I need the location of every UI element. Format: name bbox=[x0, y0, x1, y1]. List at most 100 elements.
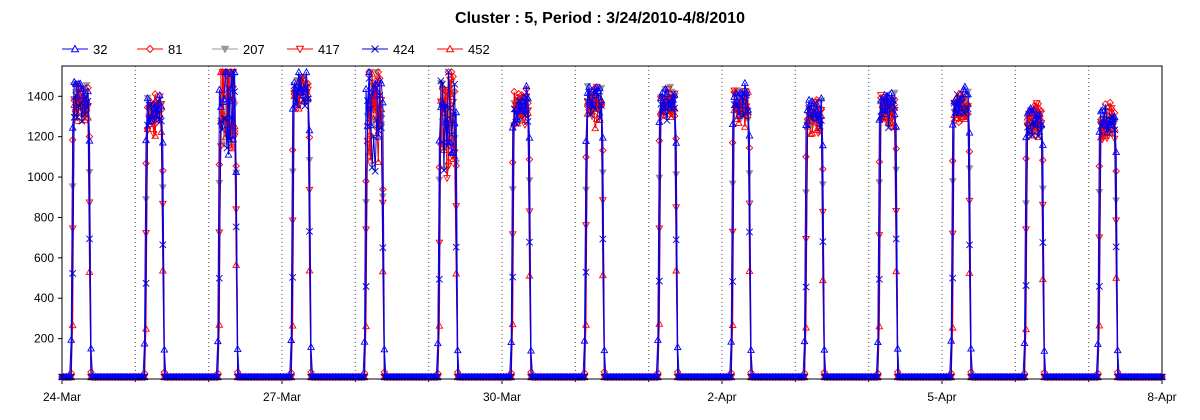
point-32 bbox=[1158, 372, 1166, 380]
point-32 bbox=[736, 88, 745, 96]
chart-title: Cluster : 5, Period : 3/24/2010-4/8/2010 bbox=[455, 10, 745, 27]
point-32 bbox=[219, 94, 228, 103]
point-32 bbox=[505, 372, 514, 380]
point-32 bbox=[1093, 339, 1102, 347]
point-424 bbox=[76, 99, 84, 107]
point-424 bbox=[157, 117, 165, 125]
point-424 bbox=[144, 121, 152, 129]
point-424 bbox=[218, 126, 226, 134]
point-32 bbox=[285, 372, 294, 380]
point-424 bbox=[509, 273, 517, 281]
point-424 bbox=[452, 243, 460, 251]
point-424 bbox=[70, 113, 78, 121]
point-32 bbox=[287, 335, 296, 343]
point-32 bbox=[964, 90, 972, 98]
point-32 bbox=[73, 92, 82, 100]
point-417 bbox=[659, 98, 668, 106]
point-32 bbox=[160, 345, 169, 353]
x-tick-label: 24-Mar bbox=[43, 390, 81, 404]
point-32 bbox=[948, 120, 957, 128]
point-32 bbox=[291, 84, 300, 92]
point-32 bbox=[507, 337, 516, 346]
point-32 bbox=[734, 111, 743, 119]
point-424 bbox=[69, 269, 77, 277]
point-32 bbox=[305, 126, 314, 134]
point-32 bbox=[744, 105, 752, 113]
point-452 bbox=[294, 104, 303, 112]
point-32 bbox=[212, 372, 221, 380]
point-424 bbox=[446, 104, 454, 112]
point-32 bbox=[380, 345, 389, 353]
point-417 bbox=[152, 119, 161, 127]
point-32 bbox=[876, 96, 885, 104]
point-32 bbox=[945, 372, 954, 380]
point-32 bbox=[230, 67, 239, 76]
point-417 bbox=[1032, 100, 1041, 108]
point-32 bbox=[148, 112, 157, 120]
legend-marker-icon bbox=[437, 44, 463, 53]
point-32 bbox=[288, 104, 297, 112]
point-32 bbox=[597, 95, 606, 104]
point-32 bbox=[658, 88, 667, 96]
point-32 bbox=[145, 117, 154, 125]
point-424 bbox=[1112, 243, 1120, 251]
point-32 bbox=[742, 88, 751, 96]
point-32 bbox=[449, 147, 458, 156]
point-32 bbox=[524, 94, 532, 102]
point-32 bbox=[887, 88, 896, 96]
point-424 bbox=[819, 238, 827, 246]
point-32 bbox=[653, 335, 662, 343]
point-32 bbox=[511, 105, 520, 113]
point-32 bbox=[812, 99, 821, 108]
point-424 bbox=[1022, 282, 1030, 290]
point-424 bbox=[949, 274, 957, 282]
point-32 bbox=[661, 84, 670, 92]
point-32 bbox=[808, 96, 817, 105]
point-32 bbox=[229, 135, 238, 143]
x-tick-label: 5-Apr bbox=[927, 390, 956, 404]
point-32 bbox=[82, 94, 91, 102]
point-32 bbox=[224, 150, 233, 158]
point-32 bbox=[802, 120, 810, 128]
point-32 bbox=[450, 119, 459, 127]
point-452 bbox=[953, 113, 962, 121]
point-424 bbox=[362, 282, 370, 290]
point-424 bbox=[1101, 103, 1109, 111]
point-424 bbox=[159, 241, 167, 249]
legend-marker-icon bbox=[287, 45, 313, 54]
point-32 bbox=[656, 93, 665, 101]
point-32 bbox=[582, 136, 590, 144]
point-424 bbox=[440, 166, 448, 174]
point-452 bbox=[1031, 103, 1040, 111]
point-32 bbox=[817, 94, 826, 102]
point-452 bbox=[887, 111, 896, 119]
point-32 bbox=[439, 100, 448, 108]
point-32 bbox=[360, 337, 369, 345]
point-32 bbox=[733, 97, 742, 105]
point-417 bbox=[520, 121, 529, 130]
point-32 bbox=[1096, 107, 1105, 115]
point-424 bbox=[142, 279, 150, 287]
point-32 bbox=[143, 93, 152, 102]
point-452 bbox=[70, 100, 79, 108]
legend-marker-icon bbox=[362, 45, 388, 53]
point-32 bbox=[68, 123, 77, 131]
point-32 bbox=[300, 85, 309, 93]
point-424 bbox=[965, 241, 974, 249]
point-32 bbox=[446, 138, 455, 146]
point-32 bbox=[444, 115, 453, 124]
point-32 bbox=[588, 101, 597, 109]
legend-label: 81 bbox=[168, 41, 183, 57]
point-417 bbox=[811, 99, 820, 107]
point-32 bbox=[956, 95, 965, 103]
point-452 bbox=[1034, 132, 1043, 140]
legend: 32 81 207 417 424 452 bbox=[62, 40, 512, 58]
point-32 bbox=[740, 78, 749, 86]
point-32 bbox=[747, 345, 755, 353]
point-32 bbox=[589, 85, 598, 93]
point-32 bbox=[368, 91, 377, 99]
point-424 bbox=[1028, 131, 1036, 139]
point-452 bbox=[227, 144, 236, 152]
point-32 bbox=[652, 372, 661, 380]
point-424 bbox=[961, 110, 969, 118]
